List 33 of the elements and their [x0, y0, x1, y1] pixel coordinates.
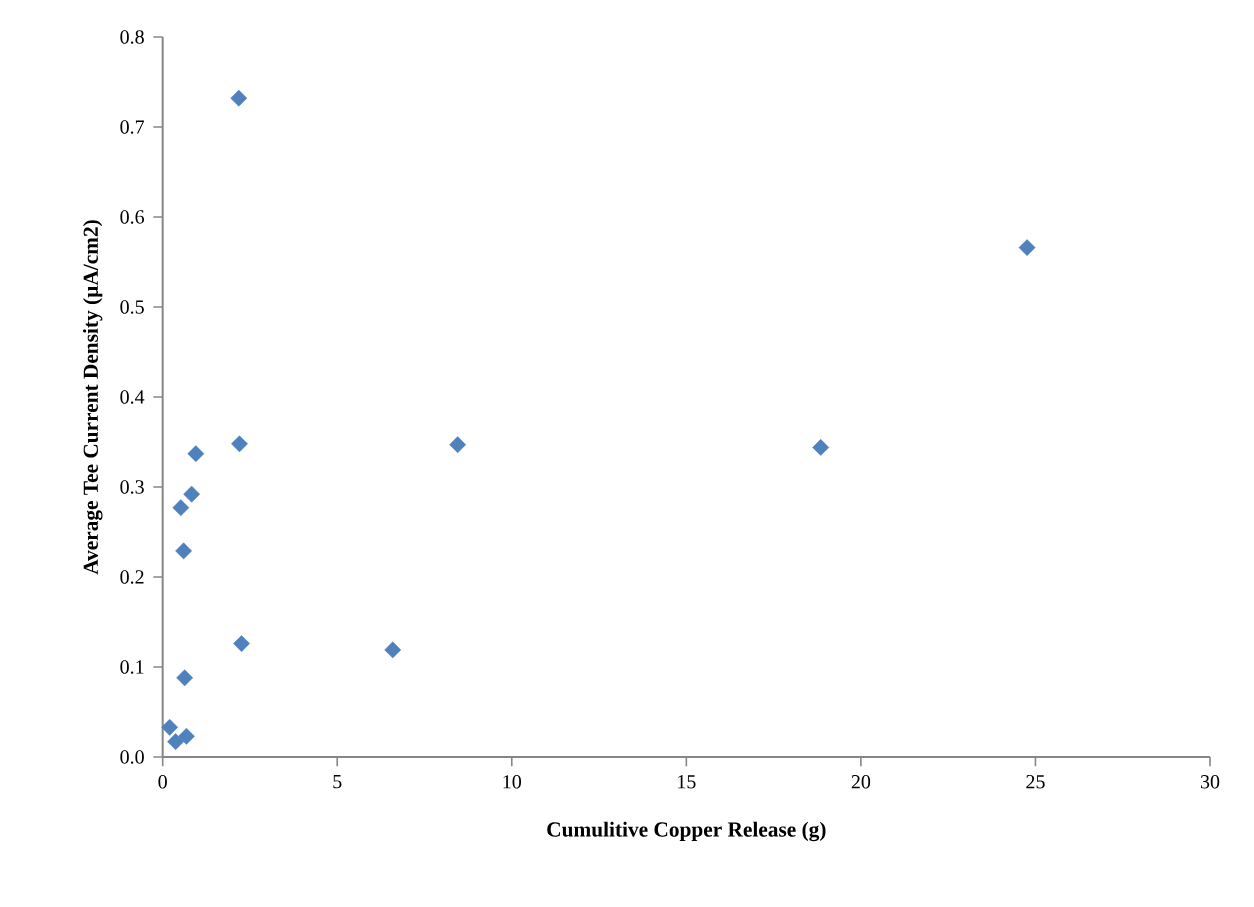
point — [172, 499, 190, 517]
x-tick-label: 15 — [678, 775, 696, 789]
point — [183, 485, 201, 503]
point — [231, 435, 248, 453]
point — [161, 718, 179, 736]
point — [178, 727, 195, 745]
y-tick-label: 0.8 — [120, 30, 144, 44]
y-tick-label: 0.1 — [120, 660, 144, 674]
point — [230, 89, 248, 107]
point — [1018, 239, 1036, 256]
y-tick-label: 0.5 — [120, 300, 144, 314]
point — [167, 733, 184, 751]
point — [384, 641, 402, 659]
x-axis-title: Cumulitive Copper Release (g) — [547, 821, 826, 842]
x-tick-label: 30 — [1200, 775, 1220, 789]
point — [176, 669, 194, 687]
y-tick-label: 0.6 — [120, 210, 145, 224]
x-tick-label: 5 — [333, 775, 342, 789]
point — [233, 635, 250, 652]
y-tick-label: 0.3 — [120, 480, 144, 494]
y-tick-label: 0.0 — [120, 750, 144, 764]
x-tick-label: 10 — [503, 775, 522, 789]
x-tick-label: 25 — [1026, 775, 1045, 789]
y-tick-label: 0.7 — [120, 120, 145, 134]
point — [812, 439, 830, 456]
point — [187, 445, 205, 463]
x-tick-label: 0 — [158, 775, 167, 789]
point — [449, 436, 467, 454]
y-tick-label: 0.4 — [120, 390, 145, 404]
y-axis-title: Average Tee Current Density (µA/cm2) — [82, 220, 103, 575]
x-tick-label: 20 — [851, 775, 871, 789]
y-tick-label: 0.2 — [120, 570, 144, 584]
point — [175, 542, 192, 560]
